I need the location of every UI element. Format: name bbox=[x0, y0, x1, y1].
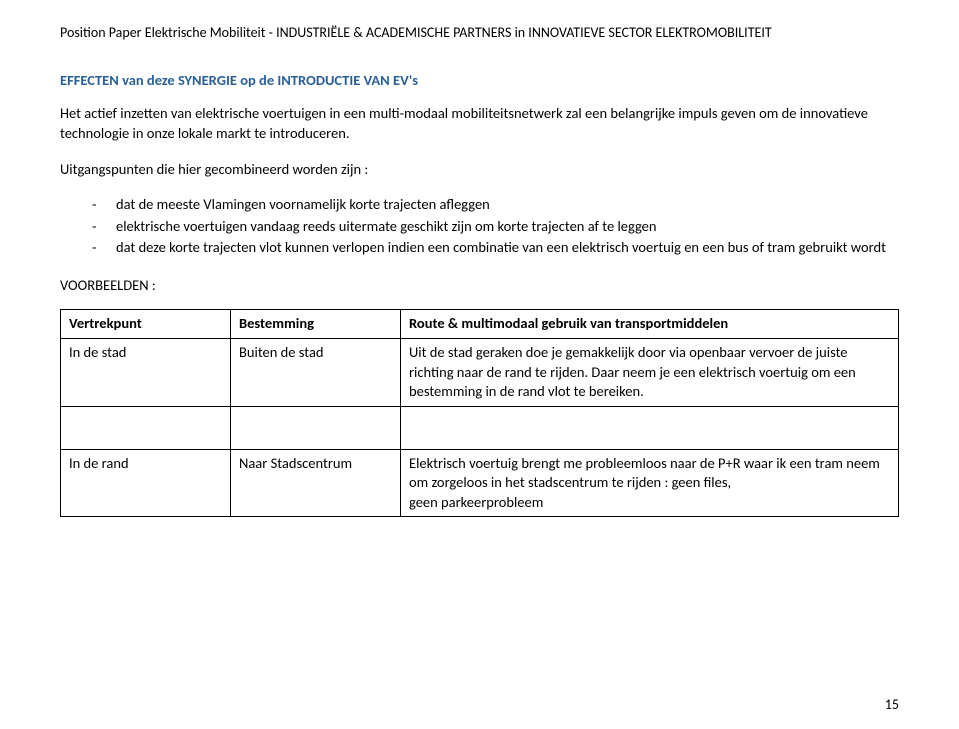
col-header-start: Vertrekpunt bbox=[61, 310, 231, 339]
table-row: In de rand Naar Stadscentrum Elektrisch … bbox=[61, 449, 899, 517]
section-title: EFFECTEN van deze SYNERGIE op de INTRODU… bbox=[60, 71, 899, 91]
cell-start: In de rand bbox=[61, 449, 231, 517]
cell-start: In de stad bbox=[61, 338, 231, 406]
bullet-item: elektrische voertuigen vandaag reeds uit… bbox=[116, 217, 899, 237]
page-number: 15 bbox=[885, 696, 899, 715]
table-row: In de stad Buiten de stad Uit de stad ge… bbox=[61, 338, 899, 406]
col-header-route: Route & multimodaal gebruik van transpor… bbox=[401, 310, 899, 339]
cell-empty bbox=[231, 406, 401, 449]
cell-empty bbox=[401, 406, 899, 449]
bullet-list: dat de meeste Vlamingen voornamelijk kor… bbox=[60, 195, 899, 258]
examples-label: VOORBEELDEN : bbox=[60, 276, 899, 296]
bullet-item: dat de meeste Vlamingen voornamelijk kor… bbox=[116, 195, 899, 215]
cell-empty bbox=[61, 406, 231, 449]
col-header-dest: Bestemming bbox=[231, 310, 401, 339]
cell-dest: Naar Stadscentrum bbox=[231, 449, 401, 517]
table-spacer-row bbox=[61, 406, 899, 449]
routes-table: Vertrekpunt Bestemming Route & multimoda… bbox=[60, 309, 899, 517]
cell-route: Elektrisch voertuig brengt me probleemlo… bbox=[401, 449, 899, 517]
running-header: Position Paper Elektrische Mobiliteit - … bbox=[60, 24, 899, 43]
lead-line: Uitgangspunten die hier gecombineerd wor… bbox=[60, 160, 899, 180]
document-page: Position Paper Elektrische Mobiliteit - … bbox=[0, 0, 959, 729]
cell-dest: Buiten de stad bbox=[231, 338, 401, 406]
bullet-item: dat deze korte trajecten vlot kunnen ver… bbox=[116, 238, 899, 258]
table-header-row: Vertrekpunt Bestemming Route & multimoda… bbox=[61, 310, 899, 339]
intro-paragraph: Het actief inzetten van elektrische voer… bbox=[60, 104, 899, 143]
cell-route: Uit de stad geraken doe je gemakkelijk d… bbox=[401, 338, 899, 406]
